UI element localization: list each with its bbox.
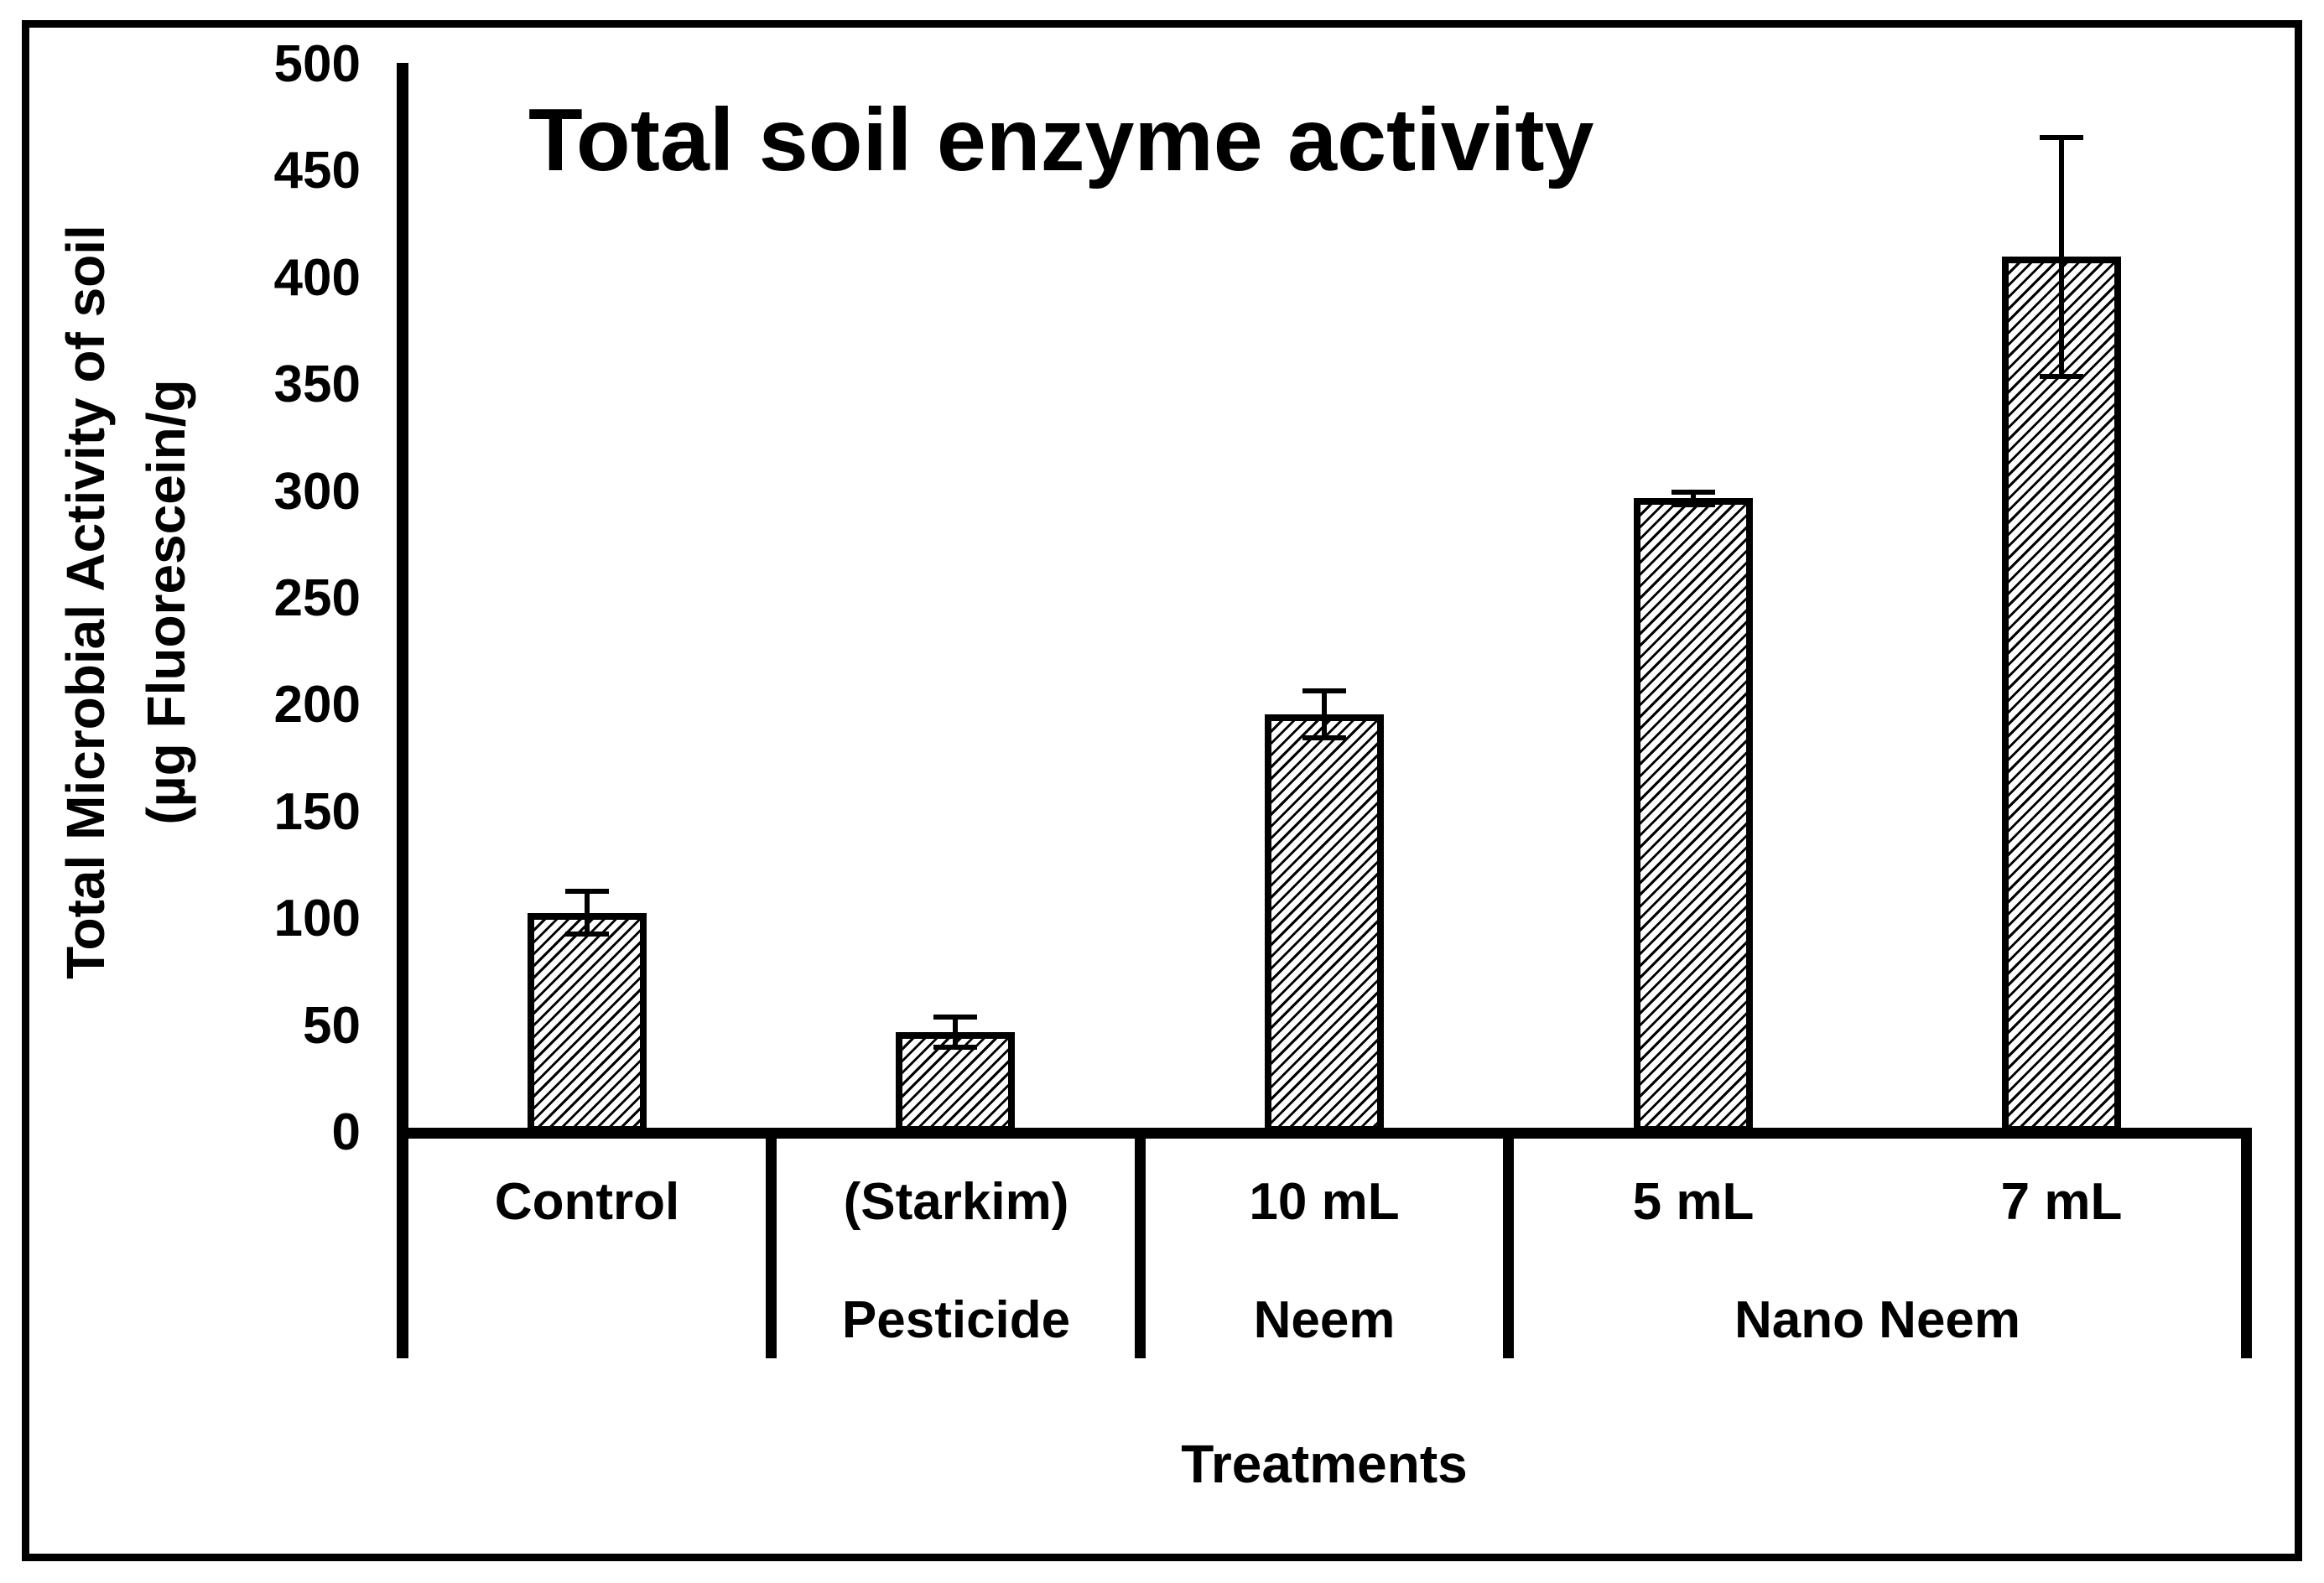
error-cap-bottom-starkim [933,1045,977,1050]
error-cap-top-10-ml [1302,688,1346,693]
category-separator-5 [2241,1128,2252,1358]
y-tick-label-250: 250 [273,569,361,627]
error-bar-7-ml [2059,138,2064,376]
category-separator-1 [766,1128,777,1358]
y-tick-label-0: 0 [331,1103,361,1161]
x-group-label-pesticide: Pesticide [841,1291,1071,1349]
x-category-label-starkim: (Starkim) [843,1173,1069,1231]
y-axis-title-line1: Total Microbial Activity of soil [55,225,116,979]
figure-border [22,20,2302,1561]
x-category-label-5-ml: 5 mL [1632,1173,1755,1231]
bar-10-ml [1265,714,1384,1133]
error-cap-top-control [565,889,609,894]
error-cap-top-7-ml [2040,135,2083,140]
error-bar-5-ml [1691,492,1696,505]
x-group-label-nano-neem: Nano Neem [1734,1291,2021,1349]
y-axis-title-line2: (µg Fluorescein/g [136,379,196,825]
bar-7-ml [2002,257,2121,1133]
error-cap-bottom-5-ml [1672,502,1715,507]
x-group-label-neem: Neem [1253,1291,1396,1349]
y-tick-label-400: 400 [273,249,361,307]
error-cap-top-starkim [933,1015,977,1020]
error-cap-top-5-ml [1672,490,1715,495]
y-tick-label-450: 450 [273,142,361,200]
bar-control [528,913,647,1133]
error-bar-control [585,891,590,934]
y-tick-label-300: 300 [273,463,361,521]
bar-starkim [896,1032,1015,1133]
x-axis-line [397,1128,2252,1139]
y-tick-label-350: 350 [273,356,361,413]
category-separator-3 [1503,1128,1514,1358]
x-category-label-10-ml: 10 mL [1249,1173,1400,1231]
y-axis-title: Total Microbial Activity of soil (µg Flu… [45,225,206,979]
error-cap-bottom-10-ml [1302,735,1346,740]
x-category-label-control: Control [494,1173,680,1231]
category-separator-2 [1135,1128,1146,1358]
bar-5-ml [1634,498,1753,1133]
chart-title: Total soil enzyme activity [528,91,1594,189]
error-cap-bottom-7-ml [2040,374,2083,379]
y-tick-label-200: 200 [273,676,361,734]
y-tick-label-500: 500 [273,35,361,93]
error-bar-10-ml [1322,691,1327,738]
y-tick-label-50: 50 [303,997,361,1055]
y-tick-label-100: 100 [273,890,361,947]
y-axis-line [397,63,408,1358]
error-bar-starkim [953,1017,958,1047]
y-tick-label-150: 150 [273,783,361,841]
x-axis-title: Treatments [1181,1434,1468,1494]
error-cap-bottom-control [565,932,609,937]
x-category-label-7-ml: 7 mL [2000,1173,2123,1231]
